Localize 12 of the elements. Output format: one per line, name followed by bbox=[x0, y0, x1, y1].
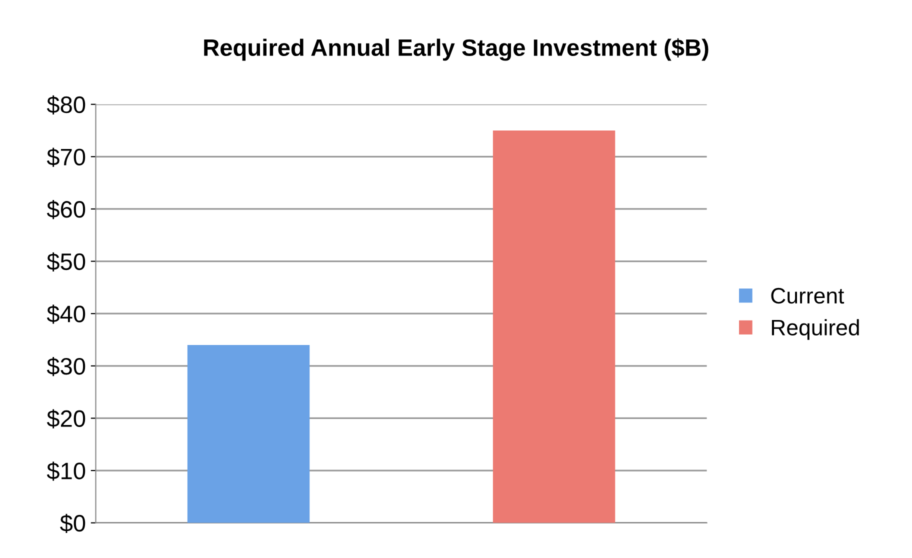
y-tick-label: $30 bbox=[46, 356, 86, 376]
y-tick-label: $20 bbox=[46, 409, 86, 428]
y-tick-label: $80 bbox=[46, 95, 86, 115]
legend-label: Required bbox=[772, 319, 859, 340]
y-tick-label: $60 bbox=[46, 200, 86, 220]
y-tick-label: $50 bbox=[46, 252, 86, 272]
legend-label: Current bbox=[771, 288, 844, 304]
y-tick-label: $0 bbox=[60, 514, 86, 534]
y-tick-label: $10 bbox=[46, 462, 86, 481]
y-tick-label: $70 bbox=[46, 148, 86, 167]
chart-title: Required Annual Early Stage Investment ($B) bbox=[204, 38, 708, 61]
y-tick-label: $40 bbox=[46, 304, 86, 324]
